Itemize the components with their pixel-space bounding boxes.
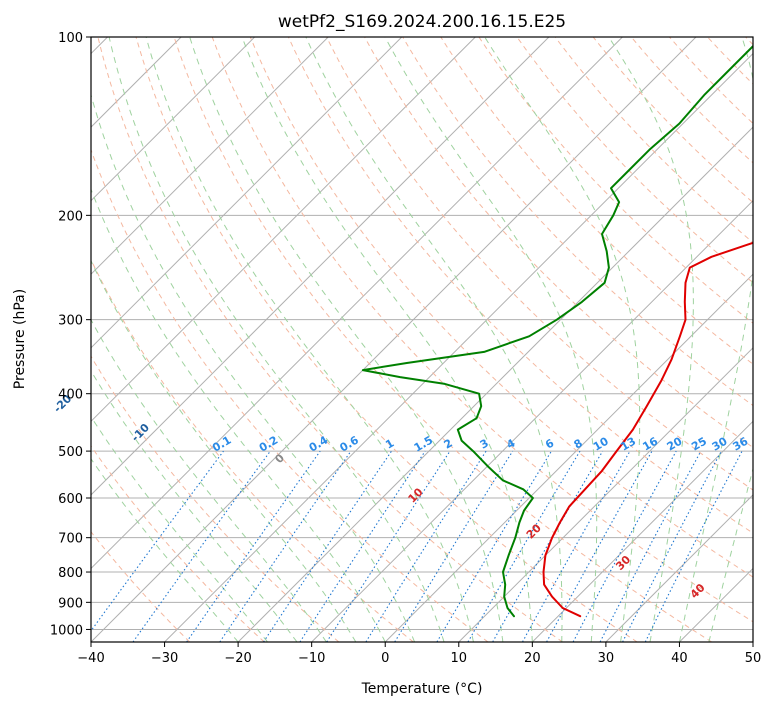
x-axis-label: Temperature (°C) xyxy=(361,681,483,697)
y-tick-label: 200 xyxy=(58,209,83,224)
y-tick-label: 1000 xyxy=(50,623,83,638)
x-tick-label: 40 xyxy=(671,651,688,666)
x-tick-label: −20 xyxy=(224,651,251,666)
y-tick-label: 700 xyxy=(58,532,83,547)
x-tick-label: −40 xyxy=(77,651,104,666)
y-tick-label: 500 xyxy=(58,445,83,460)
x-tick-label: 0 xyxy=(381,651,389,666)
y-tick-label: 600 xyxy=(58,492,83,507)
x-tick-label: −10 xyxy=(298,651,325,666)
x-tick-label: 20 xyxy=(524,651,541,666)
x-tick-label: 50 xyxy=(745,651,762,666)
y-tick-label: 900 xyxy=(58,596,83,611)
y-axis-label: Pressure (hPa) xyxy=(12,289,28,389)
y-tick-label: 800 xyxy=(58,566,83,581)
y-tick-label: 100 xyxy=(58,31,83,46)
y-tick-label: 400 xyxy=(58,388,83,403)
x-tick-label: 10 xyxy=(451,651,468,666)
y-tick-label: 300 xyxy=(58,314,83,329)
x-tick-label: −30 xyxy=(151,651,178,666)
chart-title: wetPf2_S169.2024.200.16.15.E25 xyxy=(278,12,566,32)
x-tick-label: 30 xyxy=(598,651,615,666)
